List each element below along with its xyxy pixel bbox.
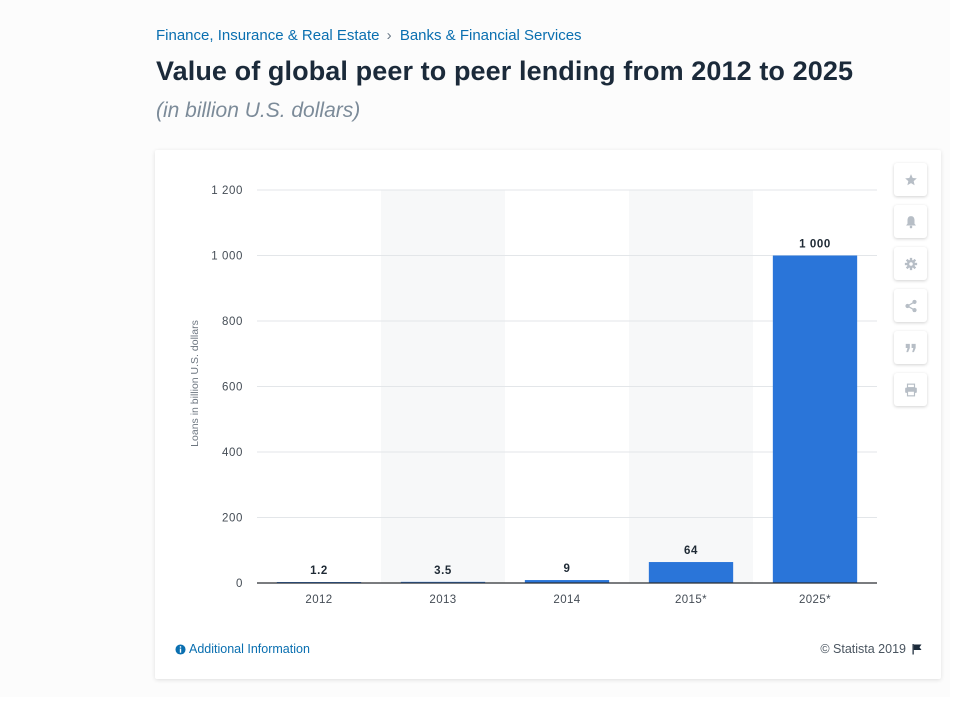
y-tick-label: 1 200 — [211, 185, 243, 197]
print-button[interactable] — [894, 373, 927, 406]
y-tick-label: 0 — [236, 578, 243, 590]
chart-toolbar — [894, 163, 928, 415]
x-tick-label: 2013 — [429, 594, 456, 606]
data-label: 9 — [564, 563, 571, 575]
x-tick-label: 2012 — [305, 594, 332, 606]
settings-button[interactable] — [894, 247, 927, 280]
y-tick-label: 600 — [222, 382, 243, 394]
page-title: Value of global peer to peer lending fro… — [156, 56, 854, 86]
data-label: 1.2 — [310, 565, 328, 577]
y-tick-label: 200 — [222, 513, 243, 525]
cite-button[interactable] — [894, 331, 927, 364]
x-tick-label: 2025* — [799, 594, 831, 606]
data-label: 1 000 — [799, 239, 831, 251]
gear-icon — [904, 257, 917, 270]
y-tick-label: 1 000 — [211, 251, 243, 263]
bar-chart: 0 200 400 600 800 1 000 1 200 1.2 2012 3.5 2013 9 20… — [189, 185, 877, 606]
y-tick-label: 800 — [222, 316, 243, 328]
data-label: 64 — [684, 545, 698, 557]
copyright-text: © Statista 2019 — [820, 642, 906, 656]
notification-button[interactable] — [894, 205, 927, 238]
breadcrumb-item-banks[interactable]: Banks & Financial Services — [399, 27, 582, 44]
data-label: 3.5 — [434, 565, 452, 577]
x-tick-label: 2014 — [553, 594, 580, 606]
breadcrumb-item-finance[interactable]: Finance, Insurance & Real Estate — [156, 27, 380, 44]
copyright: © Statista 2019 — [820, 642, 923, 656]
y-axis-title: Loans in billion U.S. dollars — [189, 320, 201, 447]
share-icon — [904, 299, 917, 312]
page-subtitle: (in billion U.S. dollars) — [156, 99, 361, 122]
favorite-button[interactable] — [894, 163, 927, 196]
additional-information-link[interactable]: Additional Information — [175, 642, 310, 656]
x-tick-label: 2015* — [675, 594, 707, 606]
share-button[interactable] — [894, 289, 927, 322]
quote-icon — [905, 343, 916, 352]
chart-card: 0 200 400 600 800 1 000 1 200 1.2 2012 3.5 2013 9 20… — [155, 150, 941, 679]
star-icon — [904, 173, 917, 185]
bar — [524, 580, 610, 583]
print-icon — [904, 383, 917, 396]
bar — [772, 255, 858, 583]
y-tick-label: 400 — [222, 447, 243, 459]
bar — [648, 562, 734, 583]
bell-icon — [905, 215, 916, 228]
info-icon — [175, 643, 186, 655]
flag-icon[interactable] — [911, 643, 923, 655]
breadcrumb: Finance, Insurance & Real Estate › Banks… — [156, 27, 582, 44]
additional-information-label: Additional Information — [189, 642, 310, 656]
breadcrumb-separator: › — [386, 27, 392, 44]
